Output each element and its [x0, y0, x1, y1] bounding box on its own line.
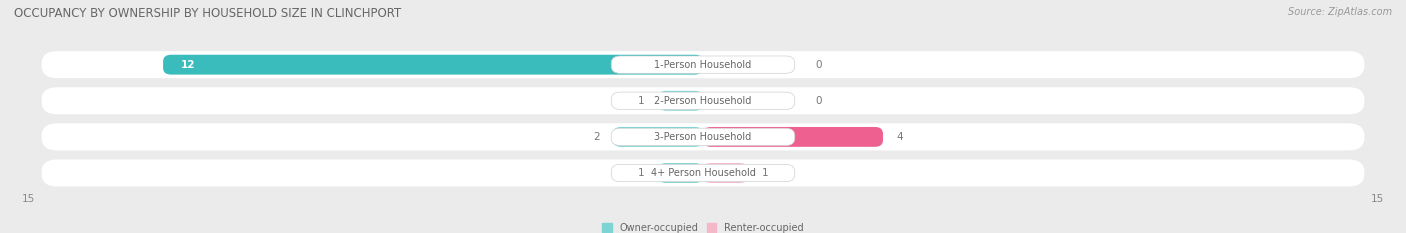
Text: 2-Person Household: 2-Person Household — [654, 96, 752, 106]
FancyBboxPatch shape — [42, 87, 1364, 114]
Text: 2: 2 — [593, 132, 599, 142]
Text: 1: 1 — [638, 96, 644, 106]
Text: 4+ Person Household: 4+ Person Household — [651, 168, 755, 178]
FancyBboxPatch shape — [42, 123, 1364, 151]
FancyBboxPatch shape — [42, 159, 1364, 187]
FancyBboxPatch shape — [658, 163, 703, 183]
FancyBboxPatch shape — [612, 92, 794, 110]
FancyBboxPatch shape — [612, 128, 794, 146]
Text: 1-Person Household: 1-Person Household — [654, 60, 752, 70]
Legend: Owner-occupied, Renter-occupied: Owner-occupied, Renter-occupied — [599, 219, 807, 233]
FancyBboxPatch shape — [613, 127, 703, 147]
Text: 0: 0 — [815, 60, 823, 70]
FancyBboxPatch shape — [658, 91, 703, 111]
FancyBboxPatch shape — [612, 56, 794, 73]
Text: 3-Person Household: 3-Person Household — [654, 132, 752, 142]
Text: 4: 4 — [897, 132, 903, 142]
FancyBboxPatch shape — [703, 127, 883, 147]
FancyBboxPatch shape — [42, 51, 1364, 78]
Text: 1: 1 — [762, 168, 768, 178]
Text: 12: 12 — [181, 60, 195, 70]
FancyBboxPatch shape — [163, 55, 703, 75]
Text: Source: ZipAtlas.com: Source: ZipAtlas.com — [1288, 7, 1392, 17]
FancyBboxPatch shape — [612, 164, 794, 182]
FancyBboxPatch shape — [703, 163, 748, 183]
Text: 0: 0 — [815, 96, 823, 106]
Text: 1: 1 — [638, 168, 644, 178]
Text: OCCUPANCY BY OWNERSHIP BY HOUSEHOLD SIZE IN CLINCHPORT: OCCUPANCY BY OWNERSHIP BY HOUSEHOLD SIZE… — [14, 7, 401, 20]
